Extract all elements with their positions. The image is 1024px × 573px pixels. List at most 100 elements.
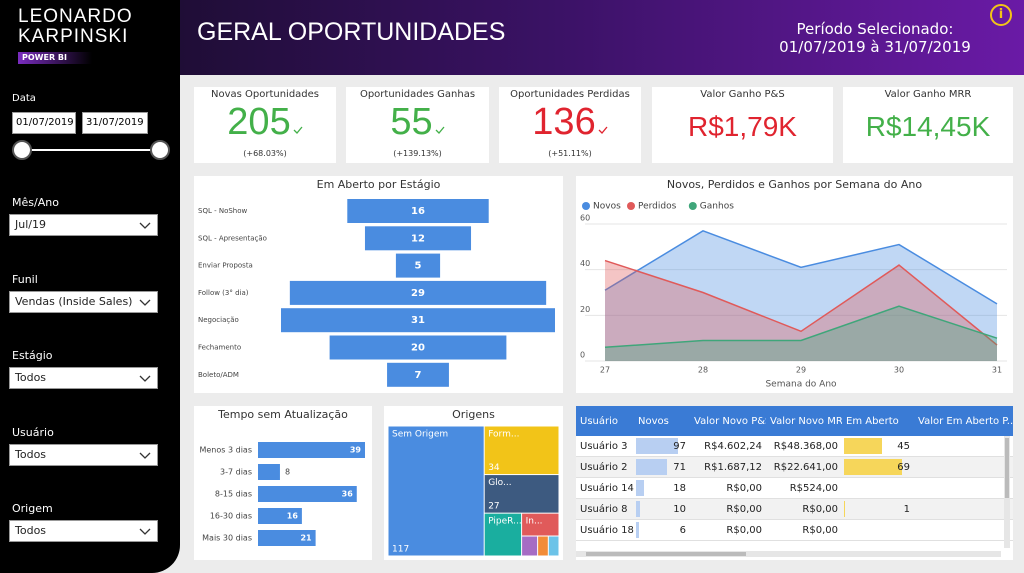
cell-text: 10 (673, 503, 686, 515)
chevron (139, 528, 151, 536)
logo-line: KARPINSKI (18, 26, 129, 47)
table-cell: 1 (842, 499, 914, 520)
dropdown[interactable]: Todos (9, 367, 158, 390)
treemap-tile (484, 513, 522, 556)
chart: Origens Sem Origem 117 Form... 34 Glo... 27 Pip… (388, 408, 559, 556)
table-card: Usuário Novos Valor Novo P&S Valor Novo MRR… (576, 406, 1013, 560)
cell-text: Usuário 3 (580, 440, 628, 452)
cell-text: Usuário 14 (580, 482, 634, 494)
table-cell: 71 (634, 457, 690, 478)
kpi-title: Novas Oportunidades (210, 89, 320, 100)
cell-text: 71 (673, 461, 686, 473)
table-cell: R$37.873 (914, 457, 1013, 478)
dropdown-value: Todos (15, 371, 47, 385)
dropdown[interactable]: Todos (9, 520, 158, 543)
chevron-shape (139, 375, 151, 383)
kpi-change: (+68.03%) (243, 149, 287, 158)
legend-swatch (627, 202, 635, 210)
bar (258, 486, 357, 502)
funnel-bar (289, 280, 547, 305)
kpi-value: 55 (390, 101, 433, 143)
cell-text: R$4.602,24 (704, 440, 762, 452)
table-cell (914, 520, 1013, 541)
dropdown[interactable]: Todos (9, 443, 158, 466)
value-label: 21 (300, 534, 312, 543)
info-icon[interactable]: i (990, 4, 1012, 26)
table-row: Usuário 2 71 R$1.687,12 R$22.641,00 69 R$37.8… (576, 456, 1013, 478)
y-tick-label: 20 (580, 305, 590, 314)
table-cell: R$0,00 (690, 499, 766, 520)
kpi-card: Oportunidades Perdidas 136 (+51.11%) (499, 87, 641, 163)
check-shape (435, 126, 445, 134)
slider-handle[interactable] (150, 140, 170, 160)
cell-text: Usuário 2 (580, 461, 628, 473)
bar (258, 442, 365, 458)
chart-title: Em Aberto por Estágio (317, 178, 441, 191)
table-cell: R$48.368,00 (766, 436, 842, 457)
slider-handle[interactable] (12, 140, 32, 160)
funnel-bar (387, 362, 449, 387)
date-input[interactable]: 31/07/2019 (82, 112, 148, 134)
chart: Novos, Perdidos e Ganhos por Semana do A… (580, 178, 1007, 390)
tile-value: 27 (488, 502, 499, 512)
kpi-value: R$14,45K (865, 111, 991, 142)
chart: Em Aberto por Estágio SQL - NoShow 16 SQL -… (198, 178, 555, 387)
chart-title: Origens (452, 408, 495, 421)
cell-text: 18 (673, 482, 686, 494)
tile-label: PipeR... (488, 517, 522, 527)
page-title: GERAL OPORTUNIDADES (197, 18, 506, 46)
table-cell: 97 (634, 436, 690, 457)
date-input[interactable]: 01/07/2019 (12, 112, 76, 134)
cell-text: R$1.687,12 (704, 461, 762, 473)
dropdown[interactable]: Jul/19 (9, 214, 158, 236)
kpi-title: Oportunidades Perdidas (510, 89, 630, 100)
data-bar (844, 438, 882, 454)
treemap-tile (522, 536, 538, 556)
header-row: Usuário Novos Valor Novo P&S Valor Novo MRR… (576, 406, 1013, 436)
chart-card: Tempo sem Atualização Menos 3 dias 39 3-7 d… (194, 406, 372, 560)
category-label: Mais 30 dias (202, 534, 252, 543)
scrollbar (576, 551, 1001, 557)
cell-text: Usuário 18 (580, 524, 634, 536)
check-shape (598, 126, 608, 134)
table-cell: R$524,00 (766, 478, 842, 499)
chevron (139, 375, 151, 383)
x-axis-label: Semana do Ano (765, 380, 837, 390)
kpi-check (598, 126, 608, 134)
area-fill (605, 230, 997, 361)
kpi-card: Oportunidades Ganhas 55 (+139.13%) (346, 87, 489, 163)
funnel-bar (395, 253, 441, 278)
column-header: Em Aberto (842, 406, 914, 436)
category-label: Boleto/ADM (198, 371, 239, 379)
series-line (604, 230, 998, 305)
scrollbar-thumb[interactable] (586, 552, 746, 556)
data-table: Usuário Novos Valor Novo P&S Valor Novo MRR… (576, 406, 1013, 541)
tile-label: Glo... (488, 478, 511, 488)
value-label: 29 (411, 288, 425, 299)
bar (258, 464, 280, 480)
period-label: Período Selecionado: (796, 20, 954, 38)
treemap-tile (548, 536, 559, 556)
treemap-tile (522, 513, 559, 536)
scrollbar-thumb[interactable] (1005, 438, 1009, 498)
y-tick-label: 40 (580, 259, 590, 268)
chevron-shape (139, 452, 151, 459)
filter-label: Usuário (12, 425, 54, 439)
kpi-card: Valor Ganho MRR R$14,45K (843, 87, 1013, 163)
data-bar (636, 501, 641, 517)
value-label: 12 (411, 233, 425, 244)
data-bar (844, 501, 845, 517)
kpi-value-row: R$14,45K (843, 101, 1013, 143)
series-line (604, 305, 998, 349)
area-fill (605, 260, 997, 361)
treemap-tile (388, 426, 484, 556)
table-cell (842, 520, 914, 541)
chart: Tempo sem Atualização Menos 3 dias 39 3-7 d… (199, 408, 365, 546)
cell-text: 69 (897, 461, 910, 473)
table-cell (842, 478, 914, 499)
table-row: Usuário 8 10 R$0,00 R$0,00 1 R$1.421.207 (576, 498, 1013, 520)
dropdown[interactable]: Vendas (Inside Sales) (9, 290, 158, 313)
column-header: Valor Em Aberto P... (914, 406, 1013, 436)
table-cell: Usuário 14 (576, 478, 634, 499)
